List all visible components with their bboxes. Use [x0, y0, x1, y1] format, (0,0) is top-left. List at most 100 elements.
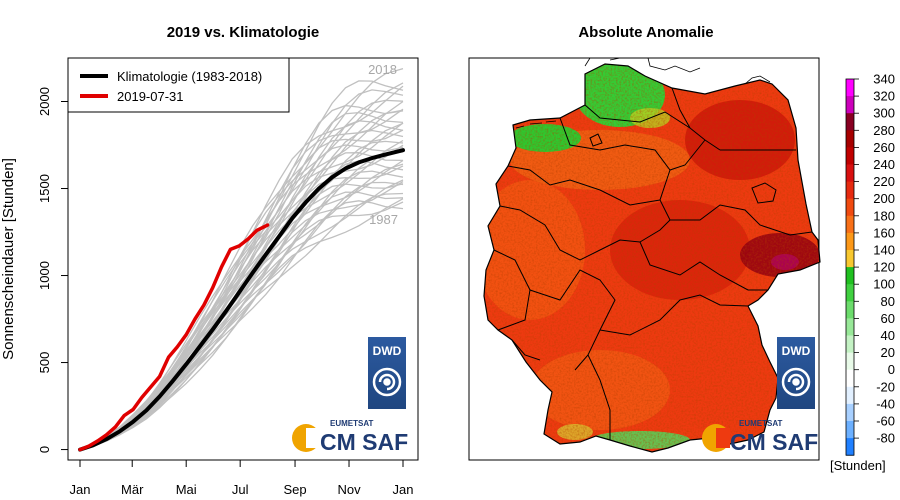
cmsaf-logo-left: EUMETSAT CM SAF [292, 419, 408, 455]
north-sea-islands [515, 120, 557, 129]
x-tick-label: Jan [70, 482, 91, 497]
cmsaf-logo-right: EUMETSAT CM SAF [702, 419, 818, 455]
colorbar: 3403203002802602402202001801601401201008… [845, 72, 895, 456]
x-tick-label: Jan [393, 482, 414, 497]
denmark-coast [584, 57, 701, 73]
bremen-border [589, 133, 603, 147]
state-border-11 [529, 269, 616, 371]
left-axis-ticks: Jan Mär Mai Jul Sep Nov Jan 0 500 1000 1500 2000 [37, 87, 413, 497]
state-border-14 [511, 339, 541, 361]
colorbar-segment [846, 250, 854, 268]
left-title: 2019 vs. Klimatologie [167, 24, 320, 41]
colorbar-tick-label: -80 [876, 431, 895, 446]
colorbar-tick-label: 40 [881, 328, 895, 343]
colorbar-tick-label: 60 [881, 311, 895, 326]
colorbar-unit: [Stunden] [830, 458, 886, 473]
colorbar-segment [846, 79, 854, 97]
right-panel: Absolute Anomalie [468, 24, 895, 473]
y-tick-label: 500 [37, 352, 52, 374]
colorbar-segment [846, 130, 854, 148]
colorbar-tick-label: -20 [876, 379, 895, 394]
colorbar-segment [846, 232, 854, 251]
x-tick-label: Sep [283, 482, 306, 497]
colorbar-segment [846, 147, 854, 165]
colorbar-segment [846, 301, 854, 319]
colorbar-segment [846, 438, 854, 456]
colorbar-segment [846, 267, 854, 285]
colorbar-tick-label: 200 [873, 191, 895, 206]
cmsaf-text-right: CM SAF [730, 429, 818, 455]
colorbar-tick-label: -40 [876, 396, 895, 411]
year-label-min: 1987 [369, 212, 398, 227]
colorbar-tick-label: 100 [873, 277, 895, 292]
rugen-coast [744, 75, 771, 85]
left-panel: 2019 vs. Klimatologie Sonnenscheindauer … [0, 24, 419, 497]
swirl-icon [372, 367, 402, 397]
legend-box [67, 57, 290, 113]
colorbar-tick-label: 340 [873, 72, 895, 87]
x-tick-label: Mai [176, 482, 197, 497]
colorbar-segment [846, 318, 854, 336]
colorbar-segment [846, 215, 854, 234]
climatology-line [78, 148, 405, 452]
legend: Klimatologie (1983-2018) 2019-07-31 [67, 57, 290, 113]
colorbar-segment [846, 335, 854, 354]
year-line [79, 151, 404, 451]
colorbar-tick-label: 260 [873, 140, 895, 155]
year-2019-line [78, 223, 270, 452]
colorbar-tick-label: 160 [873, 225, 895, 240]
colorbar-segment [846, 352, 854, 371]
y-tick-label: 1000 [37, 261, 52, 290]
state-border-2 [671, 87, 691, 129]
legend-label-2019: 2019-07-31 [117, 89, 184, 104]
colorbar-tick-label: 140 [873, 243, 895, 258]
colorbar-tick-label: 80 [881, 294, 895, 309]
y-tick-label: 2000 [37, 87, 52, 116]
state-border-8 [639, 219, 671, 243]
eumetsat-text-right: EUMETSAT [739, 419, 783, 428]
state-border-9 [639, 241, 768, 291]
year-line [79, 85, 404, 451]
colorbar-tick-label: 220 [873, 174, 895, 189]
colorbar-tick-label: 180 [873, 208, 895, 223]
legend-label-climatology: Klimatologie (1983-2018) [117, 69, 262, 84]
swirl-icon-right [781, 367, 811, 397]
y-tick-label: 1500 [37, 174, 52, 203]
year-label-max: 2018 [368, 62, 397, 77]
year-line [79, 67, 404, 451]
colorbar-segment [846, 421, 854, 439]
left-y-axis-label: Sonnenscheindauer [Stunden] [0, 158, 17, 360]
year-line [79, 170, 404, 451]
berlin-border [751, 182, 777, 204]
colorbar-tick-label: 0 [888, 362, 895, 377]
background-year-lines [79, 67, 404, 451]
colorbar-tick-label: 20 [881, 345, 895, 360]
year-line [79, 80, 404, 451]
map-borders [483, 63, 821, 453]
dwd-logo-text-right: DWD [782, 344, 811, 358]
colorbar-segment [846, 181, 854, 200]
colorbar-segment [846, 284, 854, 302]
colorbar-tick-label: 320 [873, 89, 895, 104]
right-title: Absolute Anomalie [578, 24, 713, 41]
germany-outline [483, 63, 821, 453]
colorbar-segment [846, 369, 854, 388]
eumetsat-text: EUMETSAT [330, 419, 374, 428]
x-tick-label: Mär [121, 482, 144, 497]
colorbar-tick-label: 280 [873, 123, 895, 138]
state-border-12 [599, 294, 749, 336]
neighbor-coastlines [515, 57, 771, 129]
colorbar-segment [846, 403, 854, 422]
colorbar-tick-label: 240 [873, 157, 895, 172]
state-border-3 [559, 117, 706, 171]
colorbar-segment [846, 198, 854, 217]
dwd-logo-right: DWD [777, 337, 815, 409]
colorbar-segment [846, 164, 854, 183]
x-tick-label: Jul [232, 482, 249, 497]
colorbar-segment [846, 113, 854, 131]
state-border-13 [587, 354, 611, 440]
state-border-6 [507, 165, 661, 206]
colorbar-tick-label: 300 [873, 106, 895, 121]
state-border-5 [659, 169, 813, 236]
